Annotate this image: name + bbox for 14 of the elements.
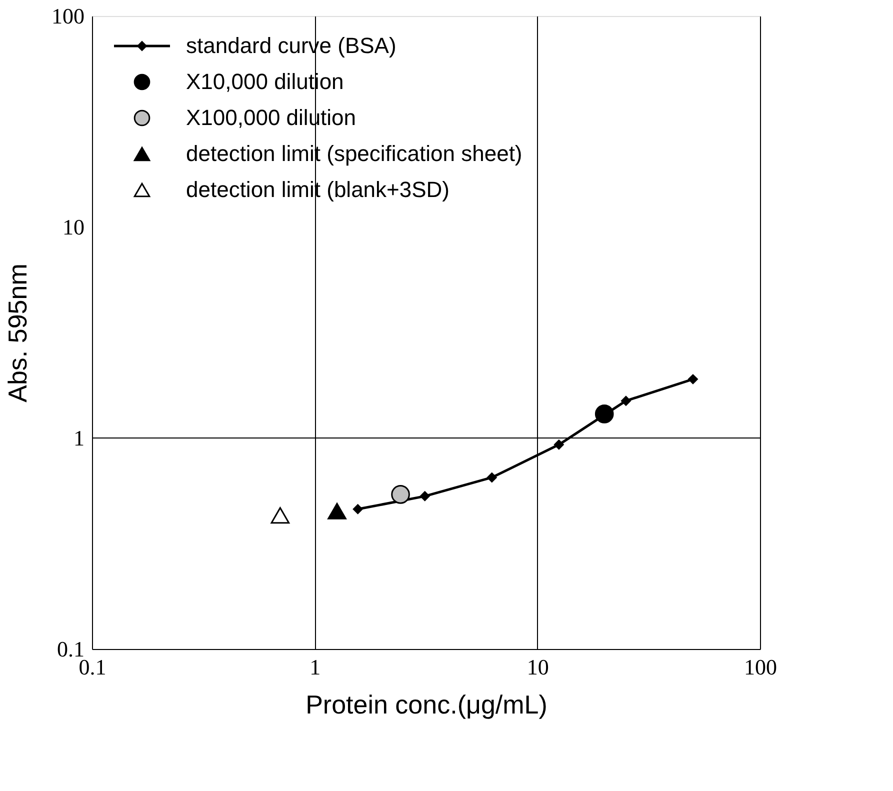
y-tick-label: 10 bbox=[62, 214, 84, 240]
y-tick-label: 1 bbox=[74, 426, 84, 450]
point bbox=[420, 491, 430, 502]
point bbox=[486, 472, 497, 482]
x-tick-label: 10 bbox=[526, 654, 549, 680]
y-axis-title: Abs. 595nm bbox=[2, 264, 32, 402]
point bbox=[554, 440, 564, 450]
x-tick-label: 100 bbox=[744, 654, 777, 680]
point bbox=[621, 396, 631, 406]
y-tick-label: 100 bbox=[52, 4, 84, 28]
point bbox=[688, 374, 698, 384]
x-tick-label: 1 bbox=[310, 654, 321, 680]
x-axis-title: Protein conc.(μg/mL) bbox=[306, 690, 548, 720]
point bbox=[352, 504, 363, 514]
